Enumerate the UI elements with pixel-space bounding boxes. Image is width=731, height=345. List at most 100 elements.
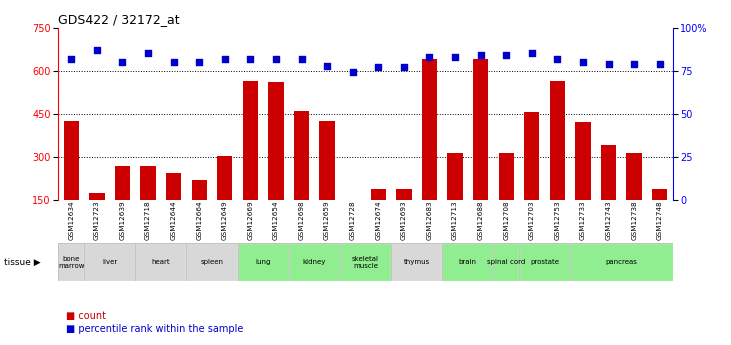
Point (577, 59, 589, 65)
Bar (391, 243, 442, 281)
Bar (268, 82, 284, 200)
Bar (570, 243, 673, 281)
Bar (493, 243, 519, 281)
Point (116, 59, 129, 65)
Text: ■ count: ■ count (66, 311, 106, 321)
Point (654, 61, 665, 67)
Text: pancreas: pancreas (605, 259, 637, 265)
Point (91, 47, 102, 53)
Bar (166, 173, 181, 200)
Point (193, 59, 205, 65)
Text: heart: heart (151, 259, 170, 265)
Bar (238, 243, 289, 281)
Text: GSM12733: GSM12733 (580, 200, 586, 240)
Bar (186, 243, 238, 281)
Text: GSM12743: GSM12743 (605, 200, 612, 240)
Text: GSM12738: GSM12738 (631, 200, 637, 240)
Bar (294, 111, 309, 200)
Bar (192, 180, 207, 200)
Text: GDS422 / 32172_at: GDS422 / 32172_at (58, 13, 180, 27)
Point (373, 65, 385, 70)
Text: skeletal
muscle: skeletal muscle (352, 256, 379, 269)
Text: tissue ▶: tissue ▶ (4, 258, 40, 267)
Bar (442, 243, 493, 281)
Text: bone
marrow: bone marrow (58, 256, 85, 269)
Bar (493, 243, 519, 281)
Point (66, 56, 77, 61)
Text: GSM12634: GSM12634 (68, 200, 75, 240)
Bar (371, 189, 386, 200)
Point (346, 70, 358, 75)
Bar (519, 243, 570, 281)
Text: GSM12698: GSM12698 (298, 200, 305, 240)
Bar (186, 243, 238, 281)
Text: thymus: thymus (404, 259, 430, 265)
Bar (243, 81, 258, 200)
Bar (58, 243, 84, 281)
Text: kidney: kidney (303, 259, 326, 265)
Point (449, 54, 461, 60)
Text: GSM12718: GSM12718 (145, 200, 151, 240)
Text: spleen: spleen (200, 259, 224, 265)
Text: GSM12654: GSM12654 (273, 200, 279, 240)
Point (500, 52, 512, 58)
Bar (84, 243, 135, 281)
Bar (115, 166, 130, 200)
Point (142, 51, 154, 56)
Text: GSM12708: GSM12708 (503, 200, 510, 240)
Bar (570, 243, 673, 281)
Text: GSM12753: GSM12753 (554, 200, 561, 240)
Bar (499, 152, 514, 200)
Point (321, 63, 333, 68)
Bar (340, 243, 391, 281)
Point (244, 56, 256, 61)
Point (295, 56, 308, 61)
Point (398, 65, 409, 70)
Bar (217, 156, 232, 200)
Text: GSM12664: GSM12664 (196, 200, 202, 240)
Bar (140, 166, 156, 200)
Point (168, 59, 180, 65)
Bar (601, 146, 616, 200)
Text: GSM12649: GSM12649 (221, 200, 228, 240)
Text: ■ percentile rank within the sample: ■ percentile rank within the sample (66, 325, 243, 334)
Bar (289, 243, 340, 281)
Bar (396, 189, 412, 200)
Bar (340, 243, 391, 281)
Bar (64, 121, 79, 200)
Bar (447, 152, 463, 200)
Bar (135, 243, 186, 281)
Text: GSM12728: GSM12728 (349, 200, 356, 240)
Bar (524, 112, 539, 200)
Point (628, 61, 640, 67)
Bar (319, 121, 335, 200)
Text: GSM12688: GSM12688 (477, 200, 484, 240)
Text: GSM12683: GSM12683 (426, 200, 433, 240)
Bar (550, 81, 565, 200)
Text: GSM12703: GSM12703 (529, 200, 535, 240)
Bar (442, 243, 493, 281)
Text: GSM12639: GSM12639 (119, 200, 126, 240)
Text: GSM12693: GSM12693 (401, 200, 407, 240)
Point (423, 54, 435, 60)
Text: GSM12674: GSM12674 (375, 200, 382, 240)
Point (219, 56, 231, 61)
Bar (135, 243, 186, 281)
Bar (89, 193, 105, 200)
Bar (473, 59, 488, 200)
Bar (626, 152, 642, 200)
Point (602, 61, 614, 67)
Bar (58, 243, 84, 281)
Text: GSM12669: GSM12669 (247, 200, 254, 240)
Bar (519, 243, 570, 281)
Bar (391, 243, 442, 281)
Bar (289, 243, 340, 281)
Point (526, 51, 538, 56)
Text: GSM12713: GSM12713 (452, 200, 458, 240)
Bar (575, 122, 591, 200)
Bar (652, 189, 667, 200)
Text: spinal cord: spinal cord (487, 259, 526, 265)
Point (551, 56, 563, 61)
Bar (345, 200, 360, 206)
Text: GSM12723: GSM12723 (94, 200, 100, 240)
